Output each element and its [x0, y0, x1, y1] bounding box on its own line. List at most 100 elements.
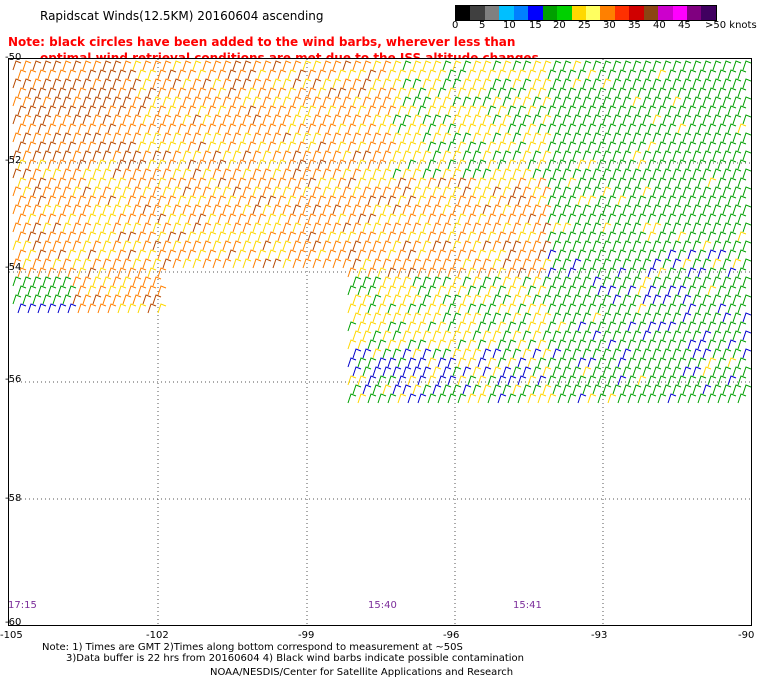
wind-barb — [487, 303, 497, 314]
wind-barb — [722, 366, 732, 377]
wind-barb — [407, 321, 417, 332]
wind-barb — [347, 285, 357, 296]
wind-barb — [187, 177, 197, 188]
wind-barb — [122, 168, 132, 179]
wind-barb — [182, 258, 192, 269]
wind-barb — [507, 267, 517, 278]
wind-barb — [577, 249, 587, 260]
wind-barb — [292, 96, 302, 107]
wind-barb — [622, 132, 632, 143]
wind-barb — [492, 312, 502, 323]
wind-barb — [352, 258, 362, 269]
wind-barb — [247, 159, 257, 170]
wind-barb — [502, 384, 512, 395]
wind-barb — [637, 195, 647, 206]
wind-barb — [522, 114, 532, 125]
wind-barb — [722, 204, 732, 215]
wind-barb — [682, 114, 692, 125]
wind-barb — [187, 141, 197, 152]
wind-barb — [197, 249, 207, 260]
wind-barb — [92, 186, 102, 197]
wind-barb — [177, 231, 187, 242]
wind-barb — [122, 204, 132, 215]
wind-barb — [707, 267, 717, 278]
wind-barb — [312, 60, 322, 71]
wind-barb — [217, 69, 227, 80]
wind-barb — [407, 267, 417, 278]
wind-barb — [507, 69, 517, 80]
wind-barb — [287, 213, 297, 224]
wind-barb — [317, 69, 327, 80]
wind-barb — [57, 249, 67, 260]
wind-barb — [402, 78, 412, 89]
wind-barb — [687, 303, 697, 314]
wind-barb — [677, 321, 687, 332]
wind-barb — [517, 231, 527, 242]
wind-barb — [42, 78, 52, 89]
wind-barb — [257, 105, 267, 116]
wind-barb — [52, 186, 62, 197]
wind-barb — [627, 267, 637, 278]
wind-barb — [62, 186, 72, 197]
wind-barb — [427, 213, 437, 224]
wind-barb — [527, 123, 537, 134]
wind-barb — [227, 159, 237, 170]
wind-barb — [447, 339, 457, 350]
legend-swatch — [658, 6, 673, 20]
wind-barb — [632, 258, 642, 269]
wind-barb — [87, 123, 97, 134]
wind-barb — [527, 321, 537, 332]
wind-barb — [417, 249, 427, 260]
wind-barb-field — [9, 59, 751, 625]
wind-barb — [477, 393, 487, 404]
wind-barb — [612, 348, 622, 359]
wind-barb — [202, 240, 212, 251]
wind-barb — [702, 366, 712, 377]
wind-barb — [672, 222, 682, 233]
wind-barb — [42, 276, 52, 287]
legend-swatch — [614, 6, 630, 20]
wind-barb — [732, 240, 742, 251]
wind-barb — [212, 96, 222, 107]
wind-barb — [427, 357, 437, 368]
wind-barb — [87, 249, 97, 260]
wind-barb — [287, 231, 297, 242]
wind-barb — [562, 186, 572, 197]
wind-barb — [522, 168, 532, 179]
wind-barb — [127, 285, 137, 296]
wind-barb — [312, 186, 322, 197]
wind-barb — [122, 96, 132, 107]
wind-barb — [437, 375, 447, 386]
wind-barb — [662, 204, 672, 215]
wind-barb — [102, 78, 112, 89]
wind-barb — [347, 393, 357, 404]
wind-barb — [367, 69, 377, 80]
wind-barb — [547, 285, 557, 296]
wind-barb — [262, 240, 272, 251]
wind-barb — [532, 60, 542, 71]
wind-barb — [177, 105, 187, 116]
wind-barb — [342, 78, 352, 89]
wind-barb — [662, 312, 672, 323]
wind-barb — [92, 60, 102, 71]
wind-barb — [562, 204, 572, 215]
wind-barb — [182, 132, 192, 143]
wind-barb — [422, 96, 432, 107]
wind-barb — [567, 339, 577, 350]
wind-barb — [577, 339, 587, 350]
wind-barb — [362, 132, 372, 143]
wind-barb — [157, 213, 167, 224]
wind-barb — [662, 168, 672, 179]
wind-barb — [647, 357, 657, 368]
wind-barb — [737, 321, 747, 332]
wind-barb — [477, 303, 487, 314]
wind-barb — [572, 240, 582, 251]
wind-barb — [217, 105, 227, 116]
wind-barb — [577, 375, 587, 386]
wind-barb — [532, 258, 542, 269]
wind-barb — [262, 204, 272, 215]
wind-barb — [527, 105, 537, 116]
wind-barb — [612, 114, 622, 125]
wind-barb — [687, 267, 697, 278]
wind-barb — [372, 384, 382, 395]
